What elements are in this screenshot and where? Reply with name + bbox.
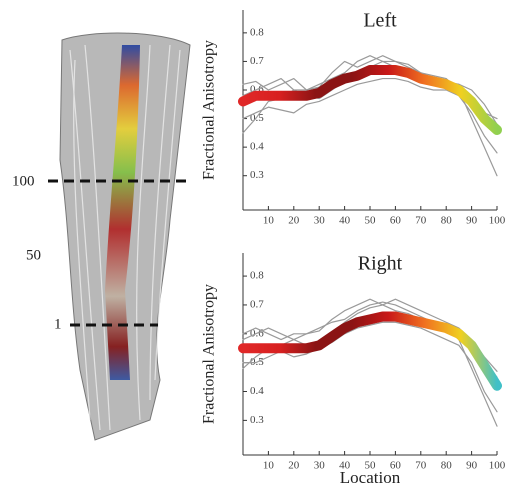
y-tick-label: 0.8	[250, 26, 264, 38]
x-tick-label: 90	[466, 460, 478, 472]
mean-line	[238, 65, 502, 135]
chart-title: Right	[358, 253, 403, 275]
x-tick-label: 30	[314, 215, 326, 227]
x-tick-label: 80	[441, 215, 453, 227]
x-tick-label: 100	[489, 215, 506, 227]
x-tick-label: 20	[288, 215, 300, 227]
subject-line	[242, 298, 498, 378]
x-tick-label: 60	[390, 460, 402, 472]
position-label: 1	[54, 316, 62, 332]
y-tick-label: 0.3	[250, 414, 264, 426]
position-label: 100	[12, 173, 35, 189]
x-tick-label: 40	[339, 215, 351, 227]
x-tick-label: 80	[441, 460, 453, 472]
x-tick-label: 90	[466, 215, 478, 227]
x-tick-label: 100	[489, 460, 506, 472]
subject-line	[242, 77, 498, 154]
x-tick-label: 10	[263, 460, 275, 472]
x-tick-label: 60	[390, 215, 402, 227]
x-tick-label: 10	[263, 215, 275, 227]
y-tick-label: 0.4	[250, 385, 264, 397]
y-tick-label: 0.8	[250, 270, 264, 282]
y-axis-label: Fractional Anisotropy	[201, 40, 218, 180]
mean-line	[238, 311, 502, 391]
x-tick-label: 30	[314, 460, 326, 472]
y-tick-label: 0.3	[250, 169, 264, 181]
y-axis-label: Fractional Anisotropy	[201, 284, 218, 424]
x-tick-label: 70	[415, 460, 427, 472]
y-tick-label: 0.4	[250, 141, 264, 153]
x-tick-label: 40	[339, 460, 351, 472]
y-tick-label: 0.7	[250, 55, 264, 67]
x-tick-label: 70	[415, 215, 427, 227]
tract-image	[59, 32, 191, 441]
chart-title: Left	[363, 10, 397, 32]
x-tick-label: 20	[288, 460, 300, 472]
x-tick-label: 50	[365, 215, 377, 227]
x-axis-label: Location	[340, 468, 401, 487]
position-label: 50	[26, 247, 41, 263]
y-tick-label: 0.7	[250, 298, 264, 310]
x-tick-label: 50	[365, 460, 377, 472]
